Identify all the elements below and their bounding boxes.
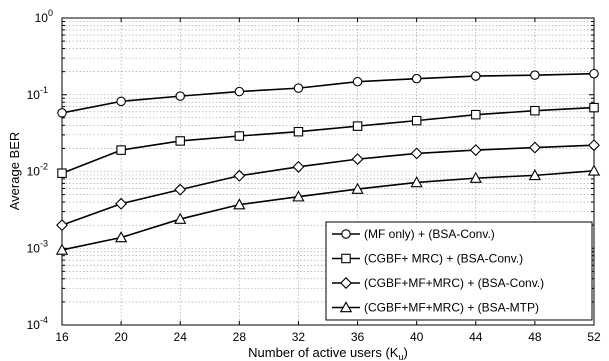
x-tick-label: 52 (587, 330, 601, 344)
data-point-triangle (292, 190, 305, 202)
data-point-triangle (410, 176, 423, 188)
data-point-triangle (55, 243, 69, 255)
data-point-square (234, 131, 245, 141)
y-tick-labels: 100 10-1 10-2 10-3 10-4 (27, 8, 53, 332)
x-tick-label: 28 (233, 330, 247, 344)
data-point-diamond (410, 147, 423, 160)
data-point-circle (116, 96, 126, 107)
legend-marker-triangle (339, 301, 353, 313)
data-point-square (352, 121, 363, 131)
series-diamond (56, 139, 600, 232)
data-point-diamond (351, 153, 364, 166)
data-point-circle (352, 76, 363, 87)
series-line (61, 106, 595, 174)
data-point-diamond (56, 219, 68, 232)
legend-label: (CGBF+MF+MRC) + (BSA-MTP) (364, 301, 539, 315)
data-point-diamond (174, 183, 187, 196)
series-circle (57, 68, 599, 118)
data-point-circle (234, 86, 245, 97)
legend-box (325, 221, 593, 321)
data-point-circle (411, 73, 422, 84)
x-tick-labels: 16 20 24 28 32 36 40 44 48 52 (55, 330, 601, 344)
data-point-circle (589, 68, 599, 79)
data-point-triangle (469, 171, 482, 183)
legend: (MF only) + (BSA-Conv.) (CGBF+ MRC) + (BS… (325, 221, 593, 321)
data-point-diamond (233, 169, 246, 182)
y-axis-title: Average BER (7, 132, 22, 211)
x-tick-label: 40 (410, 330, 424, 344)
y-tick-label: 10-3 (27, 238, 48, 255)
legend-label: (CGBF+ MRC) + (BSA-Conv.) (364, 252, 523, 266)
data-point-circle (57, 108, 67, 118)
data-point-diamond (528, 141, 541, 154)
data-point-square (57, 168, 67, 178)
x-tick-label: 44 (469, 330, 483, 344)
legend-label: (CGBF+MF+MRC) + (BSA-Conv.) (364, 276, 544, 290)
data-point-triangle (174, 212, 187, 224)
x-tick-label: 20 (114, 330, 128, 344)
data-point-square (411, 115, 422, 126)
data-point-circle (530, 70, 540, 80)
series-square (57, 102, 599, 178)
data-point-diamond (292, 160, 305, 173)
series-line (61, 144, 595, 226)
data-point-circle (471, 71, 481, 81)
y-tick-label: 10-2 (27, 162, 48, 179)
x-tick-label: 36 (351, 330, 365, 344)
legend-label: (MF only) + (BSA-Conv.) (364, 227, 495, 241)
data-point-square (293, 126, 304, 137)
x-tick-label: 24 (174, 330, 188, 344)
data-point-square (116, 145, 126, 155)
data-point-diamond (469, 144, 482, 157)
data-point-triangle (587, 164, 601, 176)
data-point-circle (175, 91, 185, 101)
legend-marker-diamond (340, 277, 352, 289)
data-point-square (471, 109, 481, 120)
data-point-triangle (114, 231, 128, 243)
series-triangle (55, 164, 601, 255)
x-axis-title: Number of active users (Ku) (248, 345, 408, 361)
y-tick-label: 10-1 (27, 85, 48, 102)
legend-marker-circle (341, 229, 351, 239)
data-point-diamond (115, 197, 128, 210)
series-line (61, 72, 595, 114)
data-point-triangle (351, 182, 364, 194)
data-point-triangle (233, 198, 246, 210)
data-point-square (175, 136, 185, 146)
data-point-square (530, 105, 540, 116)
legend-marker-square (341, 253, 351, 264)
x-tick-label: 32 (292, 330, 306, 344)
data-point-triangle (528, 169, 542, 181)
series-line (61, 170, 595, 251)
series-group (55, 68, 601, 255)
data-point-square (589, 102, 599, 113)
x-tick-label: 48 (528, 330, 542, 344)
y-tick-label: 10-4 (27, 315, 48, 332)
data-point-circle (293, 83, 304, 93)
data-point-diamond (588, 139, 600, 152)
y-tick-label: 100 (35, 8, 53, 25)
x-tick-label: 16 (55, 330, 69, 344)
